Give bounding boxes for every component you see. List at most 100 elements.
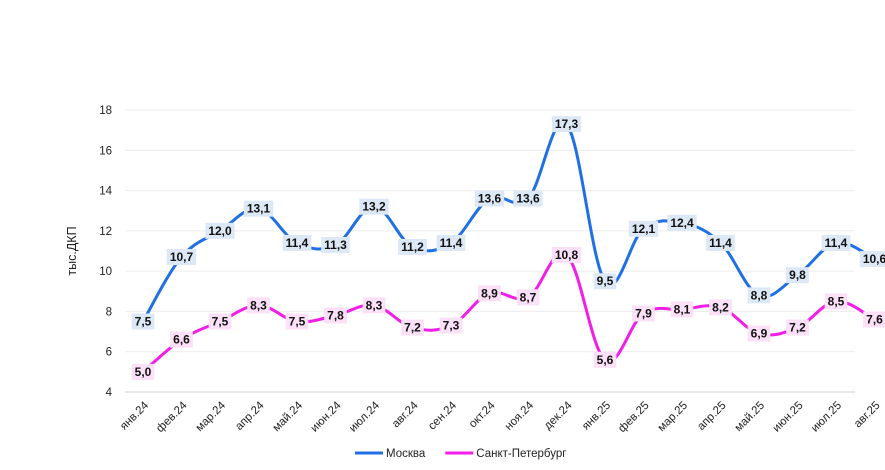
data-label-text: 11,4 (825, 236, 848, 250)
x-tick-label: июл.25 (809, 400, 844, 435)
data-label-2: 7,6 (863, 311, 885, 328)
data-label-bg (131, 363, 155, 380)
data-label-text: 5,6 (597, 353, 614, 367)
y-tick-label: 18 (99, 105, 112, 117)
x-axis-ticks: янв.24 фев.24 мар.24 апр.24 май.24 июн.24 июл.… (118, 399, 883, 435)
data-label-text: 8,5 (828, 294, 845, 308)
data-label-text: 7,2 (789, 321, 806, 335)
data-label-bg (170, 331, 193, 348)
x-tick-label: апр.24 (233, 399, 267, 433)
data-label-1: 11,3 (321, 236, 350, 253)
y-tick-label: 12 (99, 226, 112, 238)
data-label-text: 6,6 (173, 333, 190, 347)
data-label-bg (166, 249, 197, 266)
data-label-1: 11,4 (821, 234, 851, 251)
data-label-2: 5,0 (131, 363, 155, 380)
data-label-text: 12,1 (632, 222, 656, 236)
data-label-bg (667, 214, 697, 231)
data-label-1: 7,5 (131, 313, 155, 330)
data-label-2: 8,7 (516, 289, 540, 306)
data-label-bg (821, 234, 851, 251)
y-tick-label: 4 (106, 387, 113, 399)
data-label-1: 17,3 (551, 116, 582, 133)
data-label-text: 7,9 (635, 306, 652, 320)
x-tick-label: июн.25 (771, 400, 806, 435)
data-label-bg (436, 234, 466, 251)
data-label-1: 11,4 (706, 234, 735, 251)
legend-label: Санкт-Петербург (476, 448, 566, 460)
y-axis-label: тыс.ДКП (65, 226, 79, 275)
data-label-2: 6,9 (747, 325, 771, 342)
data-label-1: 9,5 (593, 273, 617, 290)
data-label-2: 10,8 (551, 247, 582, 264)
y-axis-ticks: 4 6 8 10 12 14 16 18 (99, 105, 112, 399)
data-label-2: 7,8 (324, 307, 347, 324)
data-label-bg (747, 325, 771, 342)
data-label-1: 10,6 (859, 251, 885, 268)
x-tick-label: май.24 (271, 399, 306, 434)
x-tick-label: авг.24 (390, 399, 421, 430)
data-label-2: 7,5 (285, 313, 309, 330)
data-label-bg (285, 313, 309, 330)
data-label-bg (439, 317, 463, 334)
data-label-2: 5,6 (593, 351, 617, 368)
data-label-text: 7,5 (135, 315, 152, 329)
data-label-bg (628, 220, 659, 237)
data-label-text: 9,8 (789, 268, 806, 282)
data-label-1: 12,4 (667, 214, 697, 231)
data-label-text: 7,8 (327, 308, 344, 322)
data-label-2: 8,3 (362, 297, 386, 314)
data-label-text: 7,5 (212, 315, 229, 329)
data-label-2: 6,6 (170, 331, 193, 348)
data-label-text: 11,4 (440, 236, 463, 250)
data-label-1: 10,7 (166, 249, 197, 266)
data-label-bg (478, 285, 501, 302)
data-label-text: 11,4 (709, 236, 732, 250)
data-label-1: 13,2 (359, 198, 389, 215)
legend-item-2: Санкт-Петербург (445, 448, 566, 460)
legend: Москва Санкт-Петербург (355, 448, 566, 460)
data-label-bg (670, 301, 694, 318)
data-label-bg (247, 297, 270, 314)
data-label-1: 11,2 (398, 238, 427, 255)
data-label-2: 8,9 (478, 285, 501, 302)
data-label-text: 5,0 (135, 365, 152, 379)
x-tick-label: янв.25 (580, 400, 613, 433)
data-label-text: 8,7 (520, 290, 537, 304)
data-label-text: 11,4 (286, 236, 309, 250)
data-label-bg (706, 234, 735, 251)
data-label-text: 12,4 (670, 216, 694, 230)
data-label-text: 13,1 (247, 202, 271, 216)
data-label-bg (401, 319, 424, 336)
data-label-bg (321, 236, 350, 253)
data-label-text: 12,0 (208, 224, 232, 238)
data-labels: 7,5 10,7 12,0 13,1 11,4 11,3 13,2 11,2 11,4 13,6 1… (131, 116, 885, 380)
data-label-1: 8,8 (747, 287, 771, 304)
data-label-text: 7,6 (866, 312, 883, 326)
data-label-2: 8,5 (824, 293, 848, 310)
data-label-bg (859, 251, 885, 268)
x-tick-label: окт.24 (467, 399, 498, 430)
data-label-text: 13,6 (478, 192, 502, 206)
y-tick-label: 6 (106, 347, 112, 359)
data-label-text: 10,6 (863, 252, 885, 266)
data-label-text: 11,2 (401, 240, 424, 254)
data-label-bg (208, 313, 232, 330)
x-tick-label: янв.24 (118, 399, 151, 432)
data-label-2: 7,2 (401, 319, 424, 336)
data-label-text: 17,3 (555, 117, 579, 131)
data-label-text: 11,3 (324, 238, 347, 252)
data-label-1: 9,8 (786, 267, 809, 284)
data-label-bg (516, 289, 540, 306)
data-label-bg (131, 313, 155, 330)
legend-item-1: Москва (355, 448, 426, 460)
data-label-bg (863, 311, 885, 328)
data-label-bg (359, 198, 389, 215)
data-label-1: 11,4 (436, 234, 466, 251)
data-label-bg (786, 319, 809, 336)
data-label-text: 6,9 (751, 327, 768, 341)
data-label-bg (824, 293, 848, 310)
data-label-2: 8,3 (247, 297, 270, 314)
x-tick-label: дек.24 (542, 399, 575, 432)
data-label-bg (398, 238, 427, 255)
